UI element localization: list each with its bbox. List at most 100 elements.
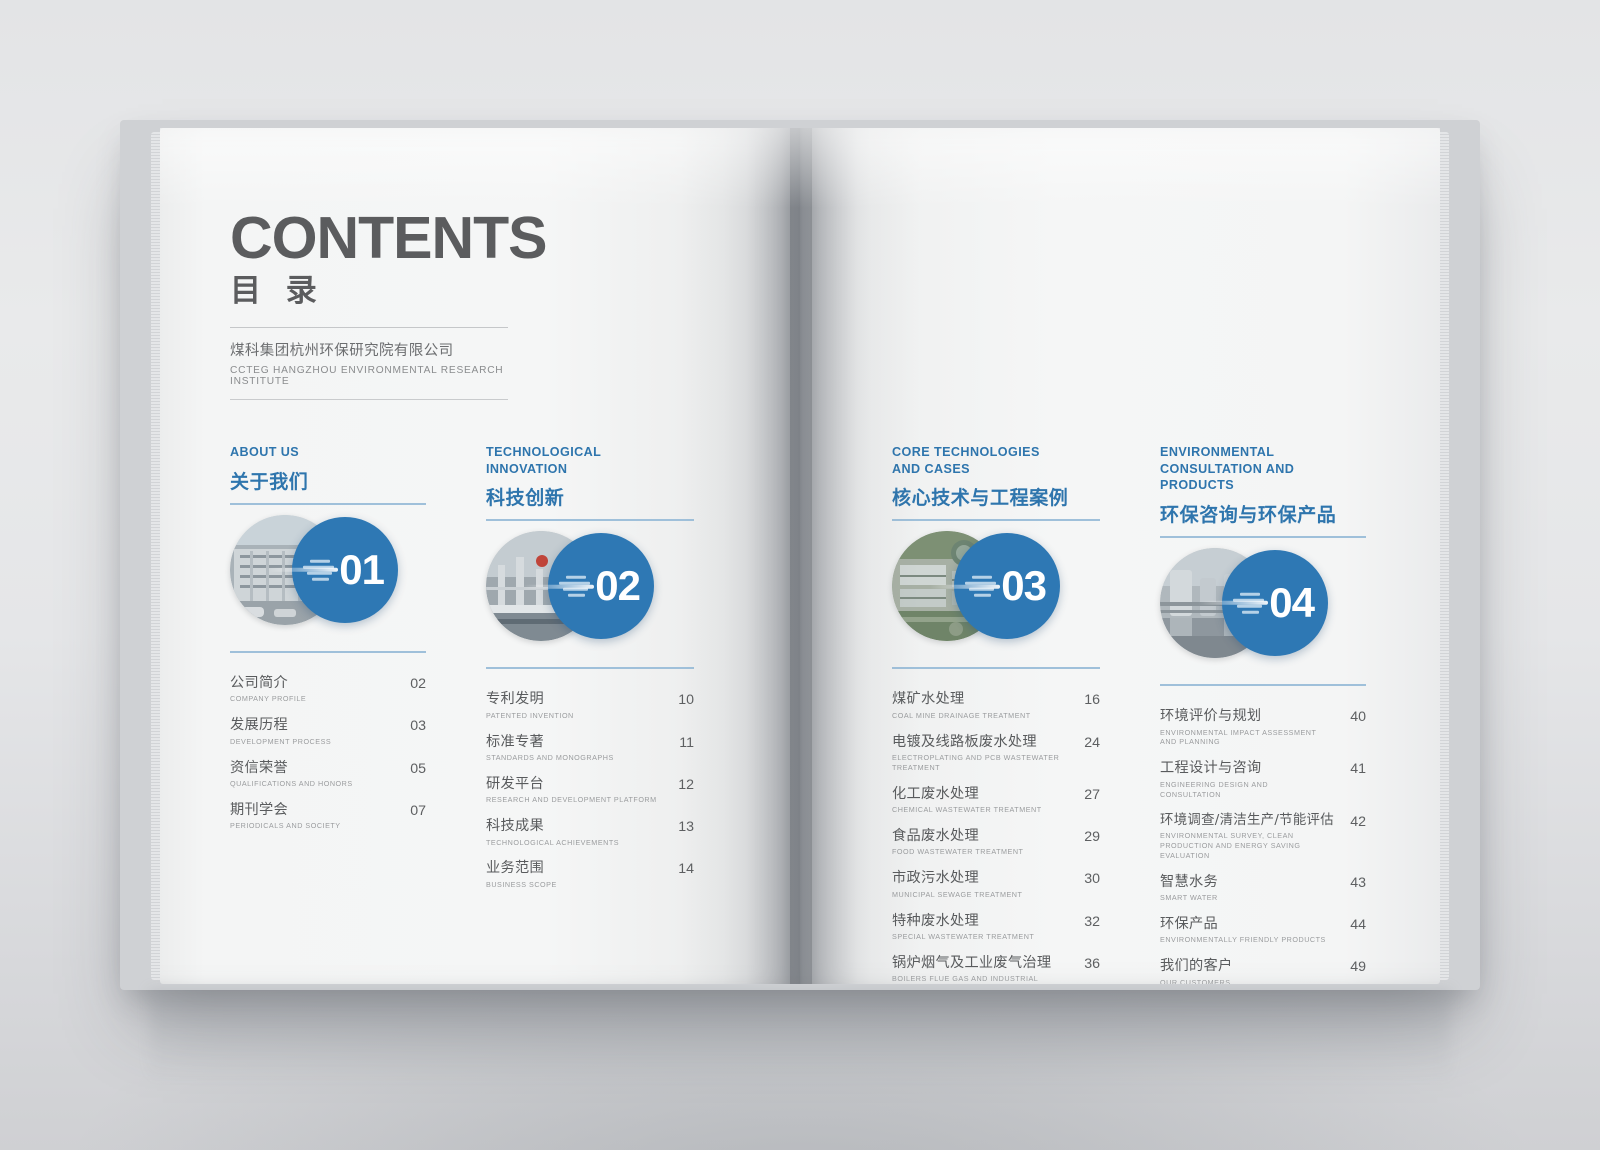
page-edge-stack-right [1440,132,1449,980]
list-item[interactable]: 煤矿水处理 COAL MINE DRAINAGE TREATMENT 16 [892,691,1100,720]
entry-title-english: ELECTROPLATING AND PCB WASTEWATER TREATM… [892,753,1060,772]
list-item[interactable]: 我们的客户 OUR CUSTOMERS 49 [1160,958,1366,984]
section-rule-bottom [486,667,694,670]
entry-title-chinese: 工程设计与咨询 [1160,760,1262,777]
entry-title-chinese: 特种废水处理 [892,912,979,929]
list-item[interactable]: 科技成果 TECHNOLOGICAL ACHIEVEMENTS 13 [486,818,694,847]
list-item[interactable]: 标准专著 STANDARDS AND MONOGRAPHS 11 [486,734,694,763]
entry-title-chinese: 发展历程 [230,717,288,734]
entry-page-number: 07 [410,802,426,819]
list-item[interactable]: 研发平台 RESEARCH AND DEVELOPMENT PLATFORM 1… [486,776,694,805]
entry-title-english: BUSINESS SCOPE [486,879,557,889]
list-item[interactable]: 资信荣誉 QUALIFICATIONS AND HONORS 05 [230,760,426,789]
section-number: 02 [595,562,641,610]
entry-title-chinese: 科技成果 [486,818,544,835]
entry-title-english: PATENTED INVENTION [486,710,574,720]
entry-title-english: FOOD WASTEWATER TREATMENT [892,847,1024,857]
section-badge-cluster[interactable]: 01 [230,515,426,639]
list-item[interactable]: 工程设计与咨询 ENGINEERING DESIGN AND CONSULTAT… [1160,760,1366,799]
list-item[interactable]: 智慧水务 SMART WATER 43 [1160,874,1366,903]
entry-page-number: 29 [1084,829,1100,846]
list-item[interactable]: 公司简介 COMPANY PROFILE 02 [230,675,426,704]
entry-page-number: 42 [1350,813,1366,830]
entry-page-number: 30 [1084,871,1100,888]
section-title-english: ENVIRONMENTAL CONSULTATION AND PRODUCTS [1160,445,1295,493]
right-page: CORE TECHNOLOGIES AND CASES 核心技术与工程案例 [800,128,1440,984]
section-badge-cluster[interactable]: 02 [486,531,694,655]
entry-title-chinese: 我们的客户 [1160,958,1233,975]
section-badge-cluster[interactable]: 03 [892,531,1100,655]
section-number-circle: 02 [524,533,654,640]
toc-list-01: 公司简介 COMPANY PROFILE 02 发展历程 DEVELOPMENT… [230,675,426,831]
list-item[interactable]: 食品废水处理 FOOD WASTEWATER TREATMENT 29 [892,828,1100,857]
speed-lines-icon [268,557,338,584]
section-rule-top [1160,536,1366,539]
entry-title-chinese: 公司简介 [230,675,288,691]
entry-title-chinese: 环境评价与规划 [1160,708,1262,725]
section-rule-bottom [230,651,426,653]
entry-page-number: 13 [678,819,694,836]
entry-title-english: COAL MINE DRAINAGE TREATMENT [892,710,1031,720]
entry-page-number: 27 [1084,786,1100,803]
entry-title-english: ENGINEERING DESIGN AND CONSULTATION [1160,779,1269,799]
entry-title-english: SMART WATER [1160,893,1218,903]
entry-title-chinese: 标准专著 [486,733,544,750]
masthead-divider-bottom [230,399,508,401]
list-item[interactable]: 电镀及线路板废水处理 ELECTROPLATING AND PCB WASTEW… [892,734,1100,773]
list-item[interactable]: 期刊学会 PERIODICALS AND SOCIETY 07 [230,802,426,831]
section-number-circle: 04 [1198,550,1328,657]
entry-page-number: 03 [410,718,426,735]
speed-lines-icon [1198,590,1268,617]
list-item[interactable]: 锅炉烟气及工业废气治理 BOILERS FLUE GAS AND INDUSTR… [892,955,1100,984]
list-item[interactable]: 环境评价与规划 ENVIRONMENTAL IMPACT ASSESSMENT … [1160,708,1366,747]
list-item[interactable]: 市政污水处理 MUNICIPAL SEWAGE TREATMENT 30 [892,870,1100,899]
organization-name-chinese: 煤科集团杭州环保研究院有限公司 [230,343,454,360]
masthead: CONTENTS 目 录 煤科集团杭州环保研究院有限公司 CCTEG HANGZ… [230,205,548,401]
page-edge-stack-left [151,132,160,980]
entry-page-number: 44 [1350,916,1366,933]
entry-title-chinese: 环保产品 [1160,915,1218,932]
toc-list-02: 专利发明 PATENTED INVENTION 10 标准专著 STANDARD… [486,691,694,889]
entry-page-number: 36 [1084,955,1100,972]
list-item[interactable]: 业务范围 BUSINESS SCOPE 14 [486,860,694,889]
section-title-chinese: 环保咨询与环保产品 [1160,504,1337,527]
list-item[interactable]: 环境调查/清洁生产/节能评估 ENVIRONMENTAL SURVEY, CLE… [1160,813,1366,861]
entry-title-english: SPECIAL WASTEWATER TREATMENT [892,931,1035,941]
list-item[interactable]: 专利发明 PATENTED INVENTION 10 [486,691,694,720]
section-title-chinese: 关于我们 [230,471,309,493]
entry-page-number: 43 [1350,874,1366,891]
entry-page-number: 10 [678,692,694,709]
toc-list-03: 煤矿水处理 COAL MINE DRAINAGE TREATMENT 16 电镀… [892,691,1100,984]
entry-page-number: 16 [1084,692,1100,709]
list-item[interactable]: 化工废水处理 CHEMICAL WASTEWATER TREATMENT 27 [892,786,1100,815]
entry-page-number: 05 [410,760,426,777]
entry-page-number: 14 [678,861,694,878]
entry-title-chinese: 期刊学会 [230,801,288,818]
entry-title-english: DEVELOPMENT PROCESS [230,736,332,746]
page-title-chinese: 目 录 [230,272,324,309]
masthead-divider-top [230,327,508,329]
entry-title-chinese: 资信荣誉 [230,759,288,776]
section-title-chinese: 科技创新 [486,487,565,510]
entry-title-chinese: 市政污水处理 [892,870,979,887]
section-rule-bottom [1160,684,1366,687]
list-item[interactable]: 环保产品 ENVIRONMENTALLY FRIENDLY PRODUCTS 4… [1160,916,1366,945]
page-title-english: CONTENTS [230,205,548,271]
entry-title-chinese: 专利发明 [486,691,544,708]
entry-page-number: 40 [1350,709,1366,726]
section-number: 04 [1269,579,1315,627]
entry-page-number: 24 [1084,734,1100,751]
organization-name-english: CCTEG HANGZHOU ENVIRONMENTAL RESEARCH IN… [230,365,504,388]
section-rule-bottom [892,667,1100,670]
list-item[interactable]: 特种废水处理 SPECIAL WASTEWATER TREATMENT 32 [892,913,1100,942]
light-beam-icon [1198,601,1268,606]
section-badge-cluster[interactable]: 04 [1160,548,1366,672]
list-item[interactable]: 发展历程 DEVELOPMENT PROCESS 03 [230,717,426,746]
section-number: 01 [339,546,385,593]
section-number: 03 [1001,562,1047,610]
section-title-english: TECHNOLOGICAL INNOVATION [486,445,602,476]
entry-title-chinese: 煤矿水处理 [892,691,965,708]
light-beam-icon [268,568,338,572]
section-block-03: CORE TECHNOLOGIES AND CASES 核心技术与工程案例 [892,444,1100,984]
entry-title-chinese: 食品废水处理 [892,828,979,845]
